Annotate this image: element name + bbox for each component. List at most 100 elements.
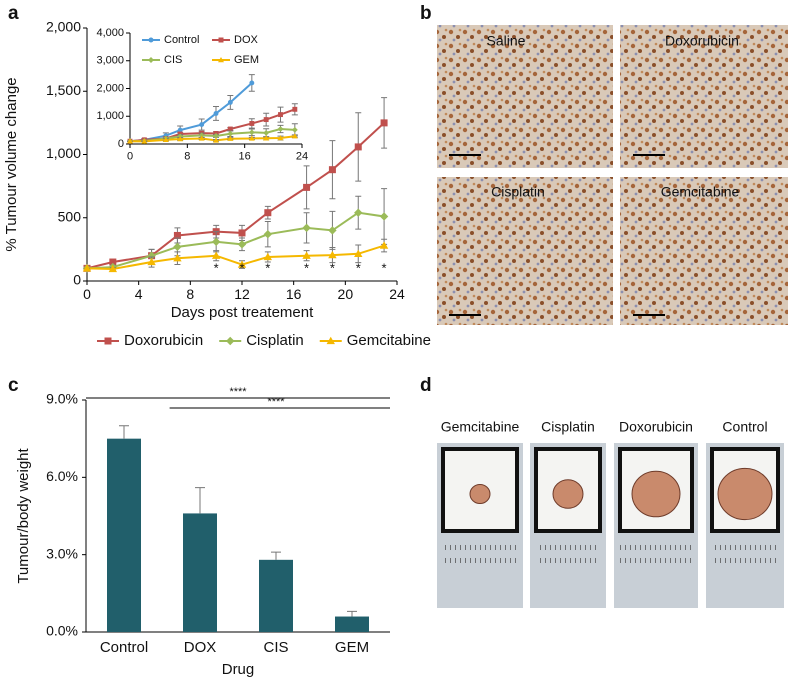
marker	[354, 143, 362, 151]
error-bar	[271, 551, 281, 560]
marker	[302, 251, 311, 259]
legend-label: Cisplatin	[246, 332, 304, 349]
marker	[238, 229, 246, 237]
y-axis-label: Tumour/body weight	[15, 448, 32, 584]
y-tick-label: 0	[118, 138, 124, 150]
photo-frame	[534, 447, 602, 533]
marker	[177, 136, 184, 142]
significance-label: ****	[267, 396, 285, 408]
photo-label: Doxorubicin	[619, 419, 693, 435]
legend-label: GEM	[234, 54, 259, 66]
ruler	[620, 545, 692, 563]
legend-label: CIS	[164, 54, 182, 66]
y-axis-label: % Tumour volume change	[3, 77, 20, 251]
marker	[199, 122, 205, 128]
annotation: *	[356, 260, 361, 275]
marker	[213, 133, 219, 139]
tumour	[469, 484, 491, 504]
marker	[173, 231, 181, 239]
x-tick-label: 0	[127, 151, 133, 163]
x-tick-label: 12	[234, 286, 250, 302]
y-tick-label: 1,000	[46, 145, 81, 161]
x-tick-label: 8	[184, 151, 190, 163]
annotation: *	[265, 260, 270, 275]
bar	[335, 616, 369, 632]
y-tick-label: 3,000	[96, 55, 124, 67]
error-bar	[347, 610, 357, 617]
marker	[213, 111, 219, 116]
panel-label: a	[8, 3, 19, 24]
ihc-image	[620, 177, 788, 325]
marker	[328, 166, 336, 174]
marker	[263, 129, 270, 136]
x-tick-label: 0	[83, 286, 91, 302]
y-tick-label: 0	[73, 272, 81, 288]
panel-label: c	[8, 375, 19, 396]
marker	[302, 223, 311, 233]
marker	[248, 129, 255, 136]
marker	[173, 254, 182, 262]
y-tick-label: 1,000	[96, 110, 124, 122]
x-tick-label: 24	[296, 151, 308, 163]
marker	[277, 126, 284, 132]
ihc-image	[620, 25, 788, 168]
marker	[108, 264, 118, 273]
marker	[173, 242, 182, 252]
panel-label: b	[420, 3, 432, 24]
y-tick-label: 9.0%	[46, 391, 78, 407]
annotation: *	[330, 260, 335, 275]
x-tick-label: 8	[186, 286, 194, 302]
ruler	[712, 545, 778, 563]
x-tick-label: 16	[286, 286, 302, 302]
x-tick-label: 24	[389, 286, 405, 302]
tumour	[552, 479, 584, 509]
ihc-image	[437, 25, 613, 168]
legend-label: Doxorubicin	[124, 332, 203, 349]
marker	[227, 135, 234, 141]
marker	[263, 117, 269, 123]
x-tick-label: GEM	[335, 639, 369, 656]
marker	[226, 336, 235, 346]
ihc-image	[437, 177, 613, 325]
series-line	[86, 211, 385, 270]
significance-label: ****	[229, 386, 247, 398]
x-tick-label: 20	[338, 286, 354, 302]
marker	[380, 119, 388, 127]
marker	[227, 99, 233, 105]
x-tick-label: 4	[135, 286, 143, 302]
marker	[127, 138, 133, 144]
marker	[354, 249, 363, 257]
marker	[354, 208, 363, 217]
marker	[291, 133, 298, 139]
marker	[249, 121, 255, 126]
marker	[263, 135, 270, 141]
marker	[248, 135, 255, 141]
ruler	[536, 545, 600, 563]
bar	[183, 513, 217, 632]
marker	[148, 57, 154, 63]
annotation: *	[382, 260, 387, 275]
marker	[292, 106, 298, 112]
marker	[227, 130, 234, 137]
marker	[147, 251, 156, 260]
annotation: *	[304, 260, 309, 275]
marker	[211, 237, 221, 246]
marker	[379, 241, 389, 249]
marker	[177, 127, 183, 133]
y-tick-label: 2,000	[46, 19, 81, 35]
tumour	[717, 467, 773, 521]
marker	[227, 126, 233, 132]
marker	[328, 250, 337, 259]
marker	[326, 336, 335, 345]
x-tick-label: Control	[100, 639, 148, 656]
y-tick-label: 500	[58, 208, 82, 224]
y-tick-label: 3.0%	[46, 545, 78, 561]
marker	[211, 251, 221, 259]
ruler	[443, 545, 517, 563]
marker	[278, 112, 283, 118]
marker	[379, 212, 389, 221]
ihc-panel	[437, 25, 788, 325]
marker	[147, 257, 156, 266]
x-tick-label: DOX	[184, 639, 217, 656]
series-line	[86, 244, 385, 270]
